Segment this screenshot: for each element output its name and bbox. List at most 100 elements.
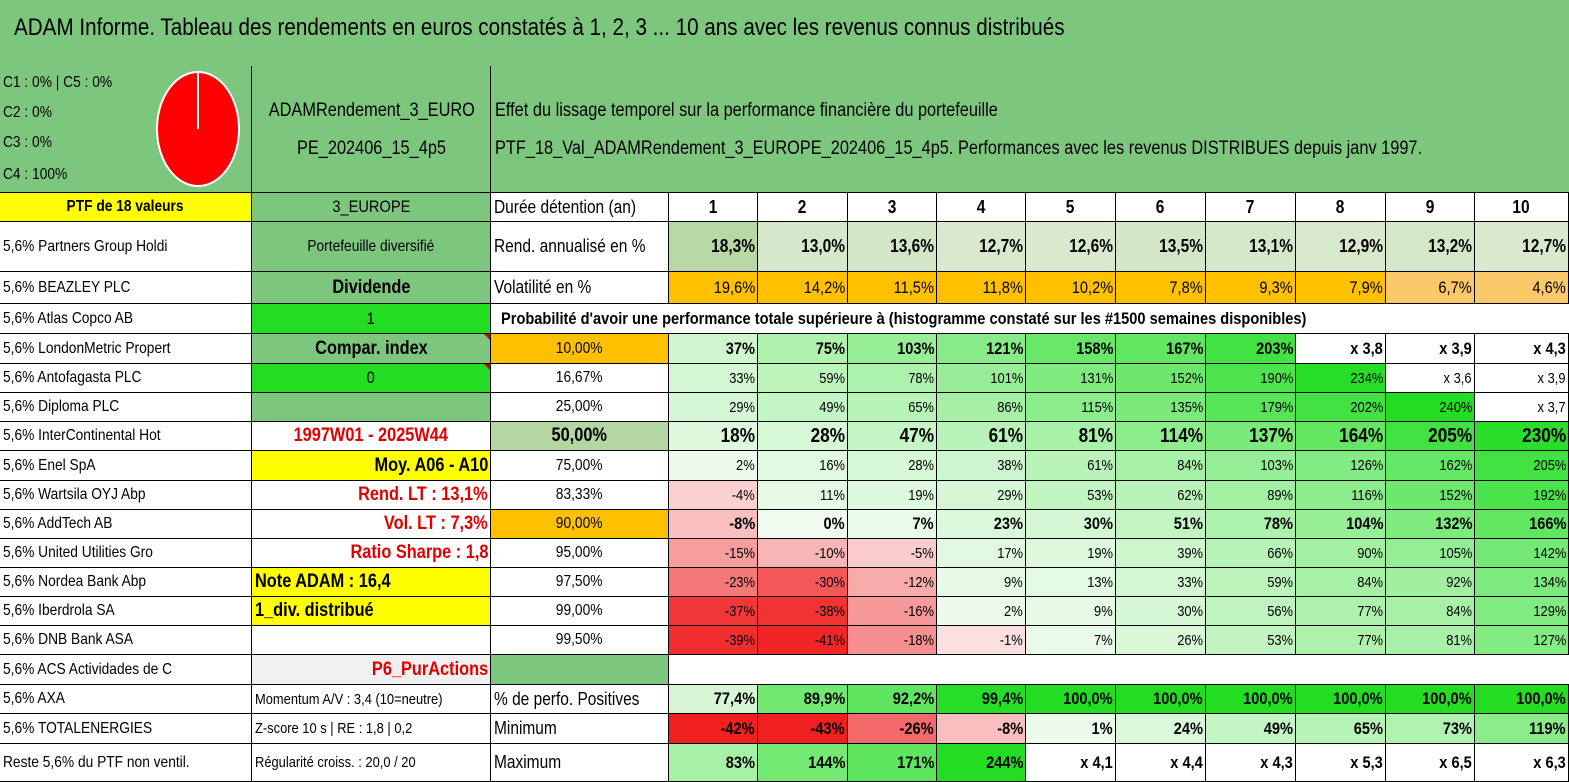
summary-value: x 6,3 (1475, 744, 1569, 782)
annualized-return-value: 13,5% (1116, 222, 1206, 272)
year-header-text: 4 (976, 196, 986, 217)
probability-threshold: 10,00% (491, 334, 669, 364)
probability-value-text: 28% (810, 424, 845, 447)
info-empty (252, 393, 491, 422)
annualized-return-value-text: 12,7% (1522, 236, 1566, 256)
probability-value: 203% (1206, 334, 1296, 364)
holding-row: 5,6% InterContinental Hot (0, 422, 252, 451)
probability-value-text: 162% (1438, 457, 1472, 474)
probability-value: 104% (1296, 510, 1386, 539)
probability-value: x 3,6 (1386, 364, 1475, 393)
average-label: Moy. A06 - A10 (252, 451, 491, 481)
probability-value-text: 7% (1094, 631, 1113, 649)
probability-value-text: -18% (903, 631, 934, 649)
probability-value-text: -23% (724, 573, 755, 591)
volatility-value: 11,8% (937, 272, 1026, 304)
summary-value: x 4,1 (1026, 744, 1116, 782)
probability-threshold: 99,50% (491, 626, 669, 655)
probability-threshold: 25,00% (491, 393, 669, 422)
holdings-header: PTF de 18 valeurs (0, 193, 252, 222)
summary-value: 92,2% (848, 685, 937, 714)
allocation-line: C4 : 100% (3, 166, 68, 183)
probability-threshold: 50,00% (491, 422, 669, 451)
compare-index-label: Compar. index (252, 334, 491, 364)
summary-value: 100,0% (1116, 685, 1206, 714)
probability-value: -30% (758, 568, 848, 597)
summary-value-text: 244% (985, 752, 1023, 772)
probability-value-text: 19% (1087, 544, 1113, 562)
probability-value: -10% (758, 539, 848, 568)
volatility-label-text: Volatilité en % (494, 277, 592, 297)
probability-value-text: 190% (1259, 369, 1293, 387)
volatility-value: 19,6% (669, 272, 758, 304)
probability-threshold-text: 99,50% (556, 631, 603, 648)
summary-label: % de perfo. Positives (491, 685, 669, 714)
volatility-value: 6,7% (1386, 272, 1475, 304)
holding-row-text: 5,6% Diploma PLC (3, 398, 120, 415)
long-term-return: Rend. LT : 13,1% (252, 481, 491, 510)
probability-value: 158% (1026, 334, 1116, 364)
probability-value-text: 134% (1532, 573, 1566, 591)
probability-value-text: 23% (993, 514, 1023, 533)
holding-row: Reste 5,6% du PTF non ventil. (0, 744, 252, 782)
probability-value: 166% (1475, 510, 1569, 539)
year-header: 8 (1296, 193, 1386, 222)
probability-value: 2% (937, 597, 1026, 626)
volatility-value-text: 9,3% (1259, 277, 1293, 297)
probability-value: 59% (1206, 568, 1296, 597)
probability-value-text: 77% (1357, 631, 1383, 649)
probability-value: -1% (937, 626, 1026, 655)
probability-value: 81% (1026, 422, 1116, 451)
holding-row: 5,6% Diploma PLC (0, 393, 252, 422)
summary-value: x 6,5 (1386, 744, 1475, 782)
probability-value-text: 13% (1087, 573, 1113, 591)
probability-value-text: 90% (1357, 544, 1383, 562)
info-empty (252, 626, 491, 655)
summary-value: 99,4% (937, 685, 1026, 714)
holding-row-text: 5,6% Partners Group Holdi (3, 237, 168, 255)
adam-score: Note ADAM : 16,4 (252, 568, 491, 597)
summary-value-text: 171% (896, 752, 934, 772)
probability-value: 13% (1026, 568, 1116, 597)
description-line: PTF_18_Val_ADAMRendement_3_EUROPE_202406… (495, 138, 1423, 159)
probability-value-text: 205% (1428, 424, 1472, 447)
holding-row: 5,6% AddTech AB (0, 510, 252, 539)
volatility-value: 11,5% (848, 272, 937, 304)
portfolio-name-panel: ADAMRendement_3_EURO PE_202406_15_4p5 (252, 66, 491, 193)
probability-value-text: 89% (1267, 486, 1293, 504)
report-title-bar: ADAM Informe. Tableau des rendements en … (0, 0, 1569, 66)
year-header-text: 9 (1425, 196, 1435, 217)
probability-value: 49% (758, 393, 848, 422)
probability-threshold: 99,00% (491, 597, 669, 626)
probability-value-text: 137% (1249, 424, 1293, 447)
allocation-pie-chart (156, 71, 240, 187)
volatility-value: 7,9% (1296, 272, 1386, 304)
index-flag: 1 (252, 304, 491, 334)
probability-value-text: -41% (814, 631, 845, 649)
holding-row-text: Reste 5,6% du PTF non ventil. (3, 753, 190, 771)
probability-value: 30% (1116, 597, 1206, 626)
annualized-return-value: 18,3% (669, 222, 758, 272)
summary-value: 89,9% (758, 685, 848, 714)
probability-value: x 3,8 (1296, 334, 1386, 364)
probability-threshold: 16,67% (491, 364, 669, 393)
year-header-text: 7 (1246, 196, 1255, 217)
holding-row-text: 5,6% Antofagasta PLC (3, 369, 142, 386)
probability-value: 7% (848, 510, 937, 539)
volatility-value: 4,6% (1475, 272, 1569, 304)
probability-value: x 3,7 (1475, 393, 1569, 422)
annualized-return-value: 12,6% (1026, 222, 1116, 272)
holding-row-text: 5,6% United Utilities Gro (3, 544, 153, 561)
holding-row-text: 5,6% Iberdrola SA (3, 602, 115, 619)
duration-label: Durée détention (an) (491, 193, 669, 222)
probability-value-text: 2% (1004, 602, 1023, 620)
summary-value-text: -43% (810, 718, 845, 738)
probability-value-text: x 3,9 (1439, 338, 1472, 358)
summary-value-text: 77,4% (713, 689, 755, 708)
annualized-return-value-text: 13,5% (1159, 236, 1203, 256)
summary-value-text: 1% (1091, 718, 1113, 738)
probability-value-text: -39% (724, 631, 755, 649)
summary-value: 77,4% (669, 685, 758, 714)
probability-value-text: 49% (819, 398, 845, 416)
probability-value: x 3,9 (1386, 334, 1475, 364)
